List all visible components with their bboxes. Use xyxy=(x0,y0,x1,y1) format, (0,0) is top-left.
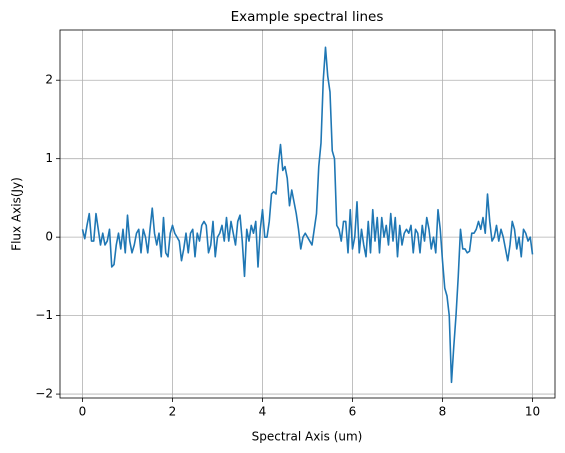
x-tick-label: 2 xyxy=(169,405,177,419)
x-tick-label: 10 xyxy=(525,405,540,419)
x-tick-label: 6 xyxy=(349,405,357,419)
y-tick-label: −2 xyxy=(35,387,53,401)
y-tick-label: −1 xyxy=(35,308,53,322)
x-tick-label: 0 xyxy=(79,405,87,419)
x-tick-label: 4 xyxy=(259,405,267,419)
data-line xyxy=(81,46,534,384)
y-tick-label: 1 xyxy=(45,151,53,165)
plot-frame xyxy=(59,29,556,399)
chart-title: Example spectral lines xyxy=(231,9,384,25)
y-axis-label: Flux Axis(Jy) xyxy=(10,177,24,251)
y-tick-label: 0 xyxy=(45,230,53,244)
x-axis-label: Spectral Axis (um) xyxy=(252,430,363,444)
x-tick-label: 8 xyxy=(439,405,447,419)
y-tick-label: 2 xyxy=(45,73,53,87)
